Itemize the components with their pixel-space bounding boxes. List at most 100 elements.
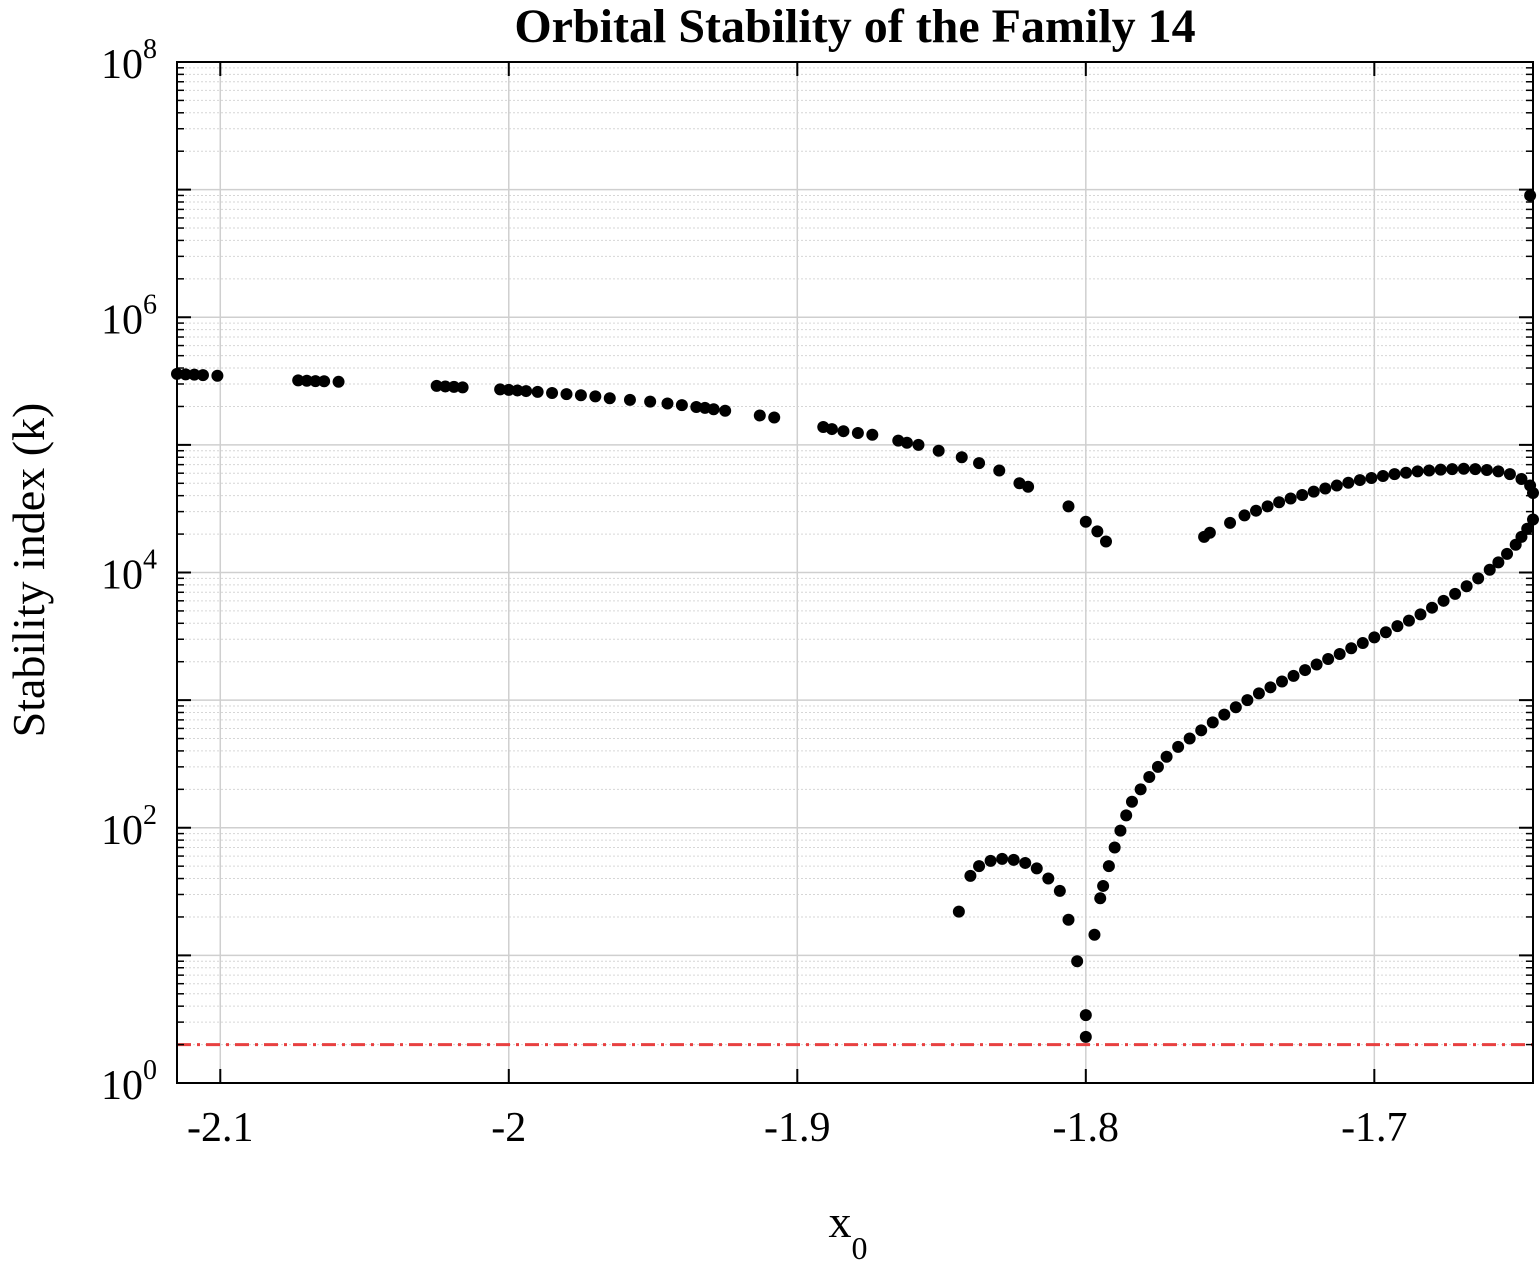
- data-point: [1100, 535, 1113, 548]
- data-point: [1183, 732, 1196, 745]
- data-point: [866, 428, 879, 441]
- data-point: [1091, 525, 1104, 538]
- data-point: [1503, 468, 1516, 481]
- x-tick-label: -2: [491, 1105, 526, 1151]
- x-tick-label: -1.7: [1341, 1105, 1408, 1151]
- x-axis-label-subscript: 0: [852, 1230, 868, 1266]
- data-point: [1143, 770, 1156, 783]
- data-point: [1275, 675, 1288, 688]
- data-point: [1030, 862, 1043, 875]
- data-point: [520, 385, 533, 398]
- data-point: [1160, 750, 1173, 763]
- data-point: [644, 395, 657, 408]
- data-point: [1319, 482, 1332, 495]
- data-points: [171, 189, 1539, 1043]
- data-point: [1402, 614, 1415, 627]
- y-tick-label: 106: [101, 289, 157, 343]
- data-point: [851, 426, 864, 439]
- data-point: [447, 380, 460, 393]
- data-point: [996, 852, 1009, 865]
- data-point: [1071, 955, 1084, 968]
- y-tick-label-base: 10: [101, 553, 143, 599]
- data-point: [1472, 572, 1485, 585]
- data-point: [690, 401, 703, 414]
- y-tick-label-exponent: 4: [143, 545, 157, 576]
- x-axis-label-base: x: [829, 1196, 852, 1247]
- data-point: [1224, 516, 1237, 529]
- data-point: [1434, 463, 1447, 476]
- data-point: [952, 905, 965, 918]
- data-point: [292, 374, 305, 387]
- data-point: [973, 860, 986, 873]
- data-point: [1241, 694, 1254, 707]
- data-point: [1322, 653, 1335, 666]
- data-point: [1492, 556, 1505, 569]
- data-point: [1368, 631, 1381, 644]
- y-tick-label-base: 10: [101, 808, 143, 854]
- data-point: [1203, 526, 1216, 539]
- data-point: [531, 385, 544, 398]
- data-point: [1079, 1030, 1092, 1043]
- x-tick-label: -2.1: [187, 1105, 254, 1151]
- data-point: [661, 397, 674, 410]
- data-point: [439, 380, 452, 393]
- y-tick-label: 100: [101, 1055, 157, 1109]
- data-point: [1108, 841, 1121, 854]
- data-point: [1094, 892, 1107, 905]
- data-point: [1509, 538, 1522, 551]
- data-point: [1426, 601, 1439, 614]
- data-point: [1391, 620, 1404, 633]
- data-point: [1097, 879, 1110, 892]
- data-point: [1287, 669, 1300, 682]
- data-point: [1229, 701, 1242, 714]
- data-point: [1019, 856, 1032, 869]
- data-point: [1457, 462, 1470, 475]
- grid-minor: [177, 67, 1533, 1046]
- data-point: [211, 369, 224, 382]
- data-point: [1388, 468, 1401, 481]
- data-point: [932, 444, 945, 457]
- data-point: [1088, 928, 1101, 941]
- x-tick-labels: -2.1 -2 -1.9 -1.8 -1.7: [187, 1105, 1408, 1151]
- data-point: [1218, 708, 1231, 721]
- y-axis-label: Stability index (k): [3, 403, 54, 738]
- data-point: [430, 379, 443, 392]
- data-point: [719, 404, 732, 417]
- data-point: [1007, 853, 1020, 866]
- data-point: [1079, 515, 1092, 528]
- y-tick-label-exponent: 6: [143, 289, 157, 320]
- data-point: [1284, 492, 1297, 505]
- data-point: [1299, 664, 1312, 677]
- data-point: [1515, 473, 1528, 486]
- data-point: [1414, 608, 1427, 621]
- series-upper-branch: [171, 367, 1113, 548]
- data-point: [1307, 485, 1320, 498]
- data-point: [1125, 795, 1138, 808]
- x-tick-label: -1.9: [764, 1105, 831, 1151]
- data-point: [707, 403, 720, 416]
- data-point: [1342, 476, 1355, 489]
- data-point: [1310, 658, 1323, 671]
- x-axis-label: x0: [829, 1196, 868, 1266]
- data-point: [188, 368, 201, 381]
- y-tick-label-base: 10: [101, 42, 143, 88]
- data-point: [1400, 466, 1413, 479]
- data-point: [1062, 500, 1075, 513]
- y-tick-label-base: 10: [101, 297, 143, 343]
- y-tick-label-base: 10: [101, 1063, 143, 1109]
- grid-major: [177, 61, 1533, 1084]
- data-point: [560, 388, 573, 401]
- data-point: [603, 392, 616, 405]
- data-point: [993, 464, 1006, 477]
- y-tick-label-exponent: 2: [143, 800, 157, 831]
- data-point: [179, 368, 192, 381]
- y-tick-label: 102: [101, 800, 157, 854]
- y-tick-label: 108: [101, 34, 157, 88]
- data-point: [1261, 500, 1274, 513]
- x-tick-label: -1.8: [1053, 1105, 1120, 1151]
- data-point: [456, 381, 469, 394]
- data-point: [1449, 587, 1462, 600]
- data-point: [1480, 464, 1493, 477]
